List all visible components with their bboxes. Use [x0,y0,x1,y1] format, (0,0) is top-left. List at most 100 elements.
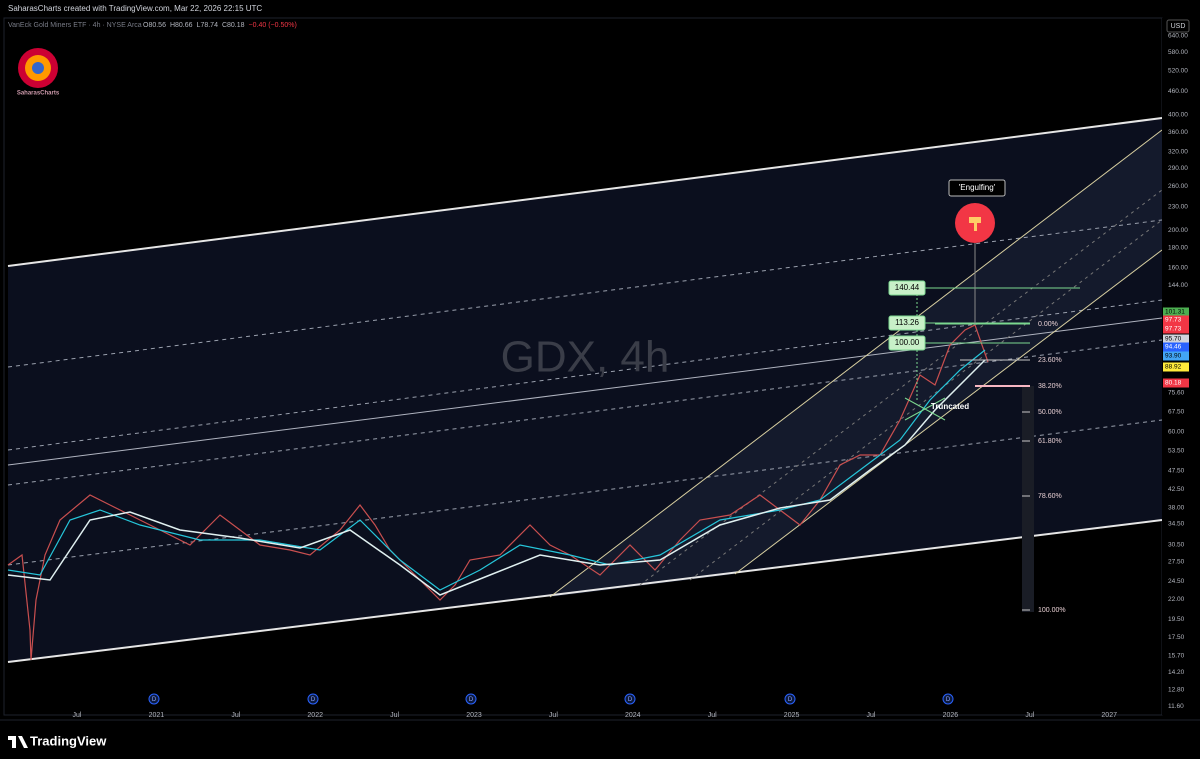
time-label: Jul [231,712,240,719]
price-label: 75.60 [1168,390,1185,397]
dividend-icon [784,693,796,705]
target-lines [916,287,1080,400]
channel-bottom [7,519,1163,663]
credit: SaharasCharts created with TradingView.c… [8,4,262,13]
target-box [888,280,926,296]
ohlc-value: L78.74 [197,22,219,29]
price-tag-label: 95.70 [1165,336,1182,343]
channel-top [7,117,1163,267]
dividend-label: D [946,697,951,703]
pattern-label: 'Engulfing' [959,183,996,192]
price-tag-label: 88.92 [1165,364,1182,371]
price-label: 42.50 [1168,486,1185,493]
price-label: 17.50 [1168,634,1185,641]
time-label: 2021 [149,712,165,719]
time-label: 2026 [943,712,959,719]
dividend-label: D [311,697,316,703]
rising-channel [549,129,1163,598]
dividend-label: D [628,697,633,703]
price-tag-label: 94.46 [1165,344,1182,351]
price-tag-label: 101.31 [1165,309,1185,316]
dividend-label: D [788,697,793,703]
price-tag [1163,351,1189,361]
price-tag [1163,307,1189,317]
dividend-icon [465,693,477,705]
moving-average-fast [7,349,986,591]
price-tag [1163,315,1189,325]
price-label: 14.20 [1168,669,1185,676]
price-label: 260.00 [1168,183,1188,190]
target-box [888,335,926,351]
time-label: Jul [708,712,717,719]
price-label: 24.50 [1168,578,1185,585]
ohlc-value: H80.66 [170,22,193,29]
fib-label: 100.00% [1038,607,1066,614]
price-label: 144.00 [1168,282,1188,289]
price-label: 19.50 [1168,616,1185,623]
hand-icon [969,217,981,231]
dividend-icon [307,693,319,705]
price-label: 22.00 [1168,596,1185,603]
fib-lines [935,323,1030,611]
target-label: 113.26 [895,318,919,327]
target-label: 140.44 [895,283,920,292]
pattern-box [948,179,1006,197]
dividend-label: D [152,697,157,703]
fib-label: 38.20% [1038,383,1062,390]
price-label: 290.00 [1168,165,1188,172]
main-channel-fill [8,118,1162,662]
ohlc-value: −0.40 (−0.50%) [249,22,297,29]
price-label: 38.00 [1168,505,1185,512]
price-tag [1163,342,1189,352]
dividend-icon [942,693,954,705]
ohlc-value: O80.56 [143,22,166,29]
ohlc-value: C80.18 [222,22,245,29]
price-label: 67.50 [1168,409,1185,416]
fib-label: 50.00% [1038,409,1062,416]
price-label: 580.00 [1168,49,1188,56]
symbol: VanEck Gold Miners ETF · 4h · NYSE Arca [8,22,142,29]
price-label: 520.00 [1168,67,1188,74]
target-label: 100.00 [895,338,920,347]
fib-label: 0.00% [1038,321,1058,328]
price-label: 34.50 [1168,521,1185,528]
channel-dashed-lines [7,219,1163,566]
dividend-icon [624,693,636,705]
time-label: Jul [1025,712,1034,719]
time-label: Jul [549,712,558,719]
price-label: 230.00 [1168,204,1188,211]
fib-label: 23.60% [1038,357,1062,364]
price-label: 12.80 [1168,686,1185,693]
logo-core [32,62,44,74]
wave-label: Truncated [931,402,969,411]
time-label: 2027 [1101,712,1117,719]
fib-label: 61.80% [1038,438,1062,445]
price-tag-label: 80.18 [1165,380,1182,387]
price-label: 460.00 [1168,88,1188,95]
price-label: 15.70 [1168,652,1185,659]
price-label: 200.00 [1168,227,1188,234]
price-label: 11.60 [1168,703,1184,710]
price-label: 400.00 [1168,111,1188,118]
price-label: 160.00 [1168,264,1188,271]
price-line [7,324,989,661]
price-tag [1163,362,1189,372]
logo-label: SaharasCharts [17,91,60,97]
price-tag [1163,324,1189,334]
price-tag-label: 97.73 [1165,317,1182,324]
price-label: 47.50 [1168,467,1185,474]
time-label: Jul [867,712,876,719]
price-label: 320.00 [1168,149,1188,156]
price-tag-label: 97.73 [1165,326,1182,333]
moving-average-slow [7,359,986,596]
fib-bar [1022,386,1034,612]
time-label: 2023 [466,712,482,719]
dividend-label: D [469,697,474,703]
price-label: 53.50 [1168,447,1185,454]
price-label: 360.00 [1168,129,1188,136]
truncated-marker [904,397,946,421]
price-tag-label: 93.90 [1165,353,1182,360]
price-label: 30.50 [1168,541,1185,548]
